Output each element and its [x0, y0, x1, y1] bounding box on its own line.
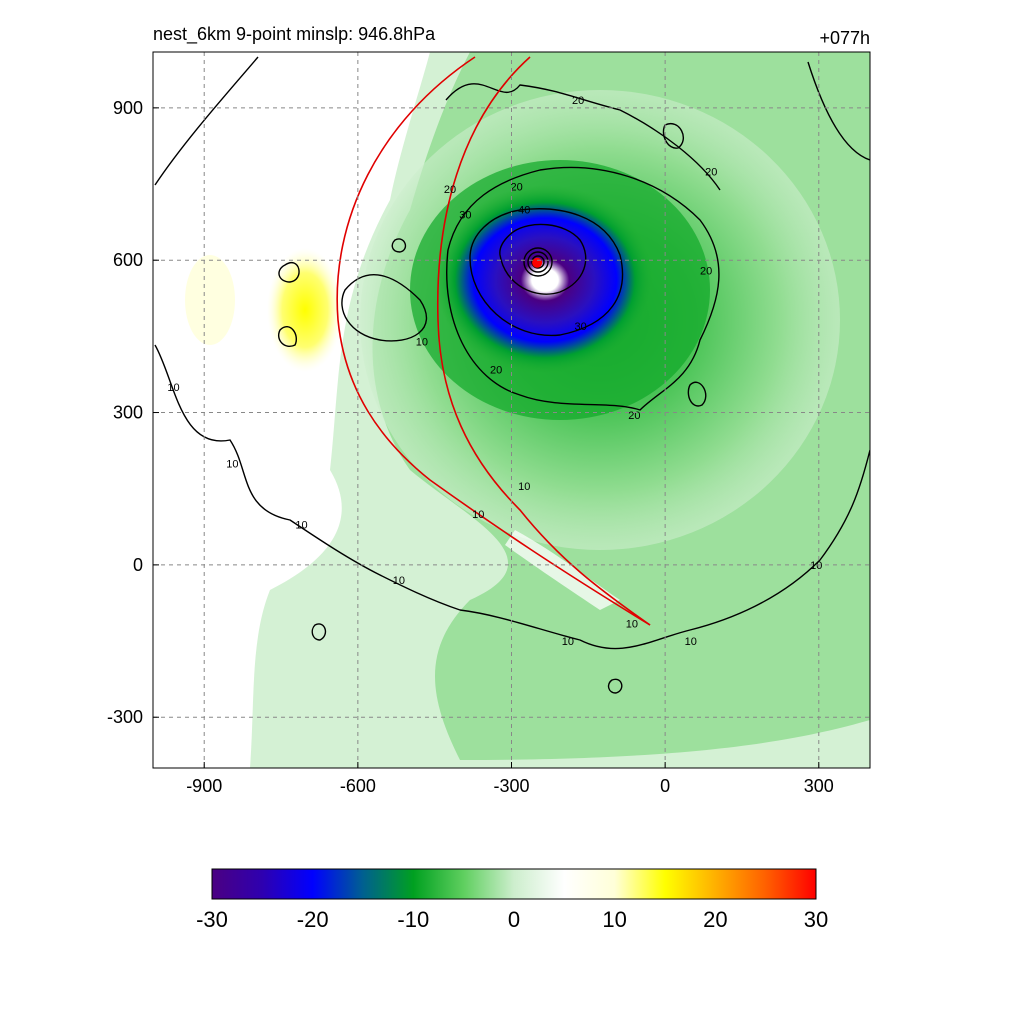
contour-label: 10	[393, 575, 405, 587]
colorbar-ticks: -30 -20 -10 0 10 20 30	[196, 907, 828, 932]
colorbar: -30 -20 -10 0 10 20 30	[196, 868, 828, 932]
contour-lines	[154, 56, 870, 694]
contour-label: 20	[572, 95, 584, 107]
contour-label: 20	[628, 410, 640, 422]
y-tick-label: 900	[113, 98, 143, 118]
y-axis: -300 0 300 600 900	[107, 98, 159, 727]
colorbar-scale	[211, 868, 817, 900]
storm-track-envelope	[336, 56, 651, 626]
contour-label: 20	[705, 166, 717, 178]
positive-anomaly	[267, 248, 343, 372]
contour-label: 10	[295, 519, 307, 531]
colorbar-tick-label: 20	[703, 907, 727, 932]
y-tick-label: 0	[133, 555, 143, 575]
contour-label: 10	[416, 336, 428, 348]
x-tick-label: 0	[660, 776, 670, 796]
contour-label: 30	[459, 209, 471, 221]
plot-area: 20 20 20 30 20 40 20 30 10 20 20 10 10 10 10 10 10 10 10 10…	[153, 52, 870, 768]
x-tick-label: 300	[804, 776, 834, 796]
contour-label: 10	[685, 636, 697, 648]
colorbar-tick-label: -10	[397, 907, 429, 932]
colorbar-tick-label: 0	[508, 907, 520, 932]
contour-label: 20	[444, 184, 456, 196]
contour-label: 10	[167, 382, 179, 394]
x-tick-label: -900	[186, 776, 222, 796]
contour-label: 20	[700, 265, 712, 277]
contour-label: 10	[518, 481, 530, 493]
contour-label: 30	[575, 321, 587, 333]
contour-label: 10	[226, 458, 238, 470]
contour-label: 40	[518, 204, 530, 216]
x-tick-label: -600	[340, 776, 376, 796]
storm-center-marker	[532, 257, 543, 268]
contour-label-group: 20 20 20 30 20 40 20 30 10 20 20 10 10 10 10 10 10 10 10 10…	[167, 95, 822, 648]
x-axis: -900 -600 -300 0 300	[186, 762, 834, 796]
y-tick-label: 300	[113, 403, 143, 423]
contour-label: 10	[626, 618, 638, 630]
colorbar-tick-label: -20	[297, 907, 329, 932]
storm-core	[435, 185, 655, 375]
forecast-hour-label: +077h	[819, 28, 870, 48]
contour-label: 10	[562, 636, 574, 648]
chart-title: nest_6km 9-point minslp: 946.8hPa	[153, 24, 436, 45]
contour-label: 10	[810, 560, 822, 572]
x-tick-label: -300	[493, 776, 529, 796]
contour-label: 20	[510, 182, 522, 194]
contour-label: 10	[472, 509, 484, 521]
contour-label: 20	[490, 364, 502, 376]
colorbar-tick-label: 10	[602, 907, 626, 932]
colorbar-tick-label: 30	[804, 907, 828, 932]
colorbar-tick-label: -30	[196, 907, 228, 932]
y-tick-label: -300	[107, 707, 143, 727]
y-tick-label: 600	[113, 250, 143, 270]
